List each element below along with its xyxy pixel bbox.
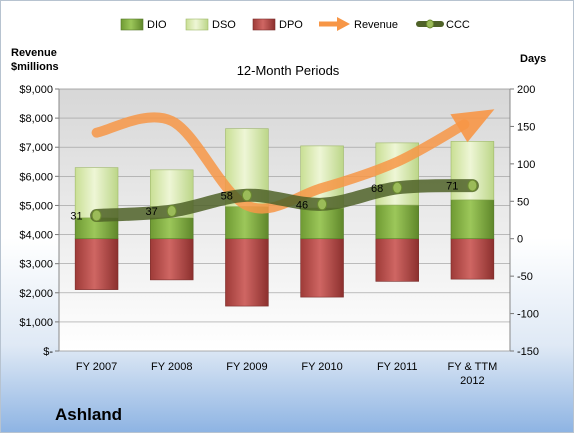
left-axis-label-line2: $millions xyxy=(11,61,59,73)
left-axis-label-line1: Revenue xyxy=(11,47,57,59)
right-axis-label: Days xyxy=(520,53,547,65)
revenue-arrowhead xyxy=(450,109,495,143)
category-label: 2012 xyxy=(460,375,484,387)
bar-dpo xyxy=(450,238,495,280)
chart-title: 12-Month Periods xyxy=(236,63,340,78)
left-tick-label: $6,000 xyxy=(19,171,53,183)
left-tick-label: $2,000 xyxy=(19,288,53,300)
bar-dio xyxy=(150,217,194,240)
right-tick-label: -150 xyxy=(517,346,539,358)
category-label: FY & TTM xyxy=(448,361,498,373)
ccc-data-label: 46 xyxy=(296,199,308,211)
category-label: FY 2008 xyxy=(151,361,192,373)
ccc-point xyxy=(467,179,478,192)
left-tick-label: $4,000 xyxy=(19,230,53,242)
right-tick-label: 100 xyxy=(517,159,535,171)
right-tick-label: -50 xyxy=(517,271,533,283)
ccc-data-label: 58 xyxy=(221,190,233,202)
ccc-data-label: 68 xyxy=(371,183,383,195)
ccc-point xyxy=(241,189,252,202)
legend-label: Revenue xyxy=(354,19,398,31)
ccc-data-label: 31 xyxy=(70,211,82,223)
legend-label: DIO xyxy=(147,19,167,31)
legend-label: DSO xyxy=(212,19,236,31)
legend-label: CCC xyxy=(446,19,470,31)
bar-dpo xyxy=(375,238,419,282)
left-tick-label: $8,000 xyxy=(19,113,53,125)
right-tick-label: 200 xyxy=(517,84,535,96)
bar-dpo xyxy=(74,238,119,290)
bar-dpo xyxy=(225,238,269,307)
ccc-point xyxy=(91,209,102,222)
revenue-line xyxy=(91,112,470,214)
bar-dio xyxy=(450,199,495,240)
legend-swatch xyxy=(185,18,209,31)
category-label: FY 2011 xyxy=(377,361,418,373)
bar-dio xyxy=(375,204,419,240)
left-tick-label: $7,000 xyxy=(19,142,53,154)
ccc-point xyxy=(166,205,177,218)
bar-dpo xyxy=(150,238,194,281)
left-tick-label: $5,000 xyxy=(19,200,53,212)
category-label: FY 2009 xyxy=(226,361,267,373)
bar-dpo xyxy=(300,238,344,298)
left-tick-label: $9,000 xyxy=(19,84,53,96)
ccc-data-label: 37 xyxy=(146,206,158,218)
ccc-point xyxy=(392,181,403,194)
company-name: Ashland xyxy=(55,405,123,424)
right-tick-label: -100 xyxy=(517,309,539,321)
left-tick-label: $3,000 xyxy=(19,259,53,271)
legend-marker xyxy=(426,19,434,29)
category-label: FY 2010 xyxy=(301,361,342,373)
ccc-data-label: 71 xyxy=(446,181,458,193)
left-tick-label: $1,000 xyxy=(19,317,53,329)
right-tick-label: 50 xyxy=(517,196,529,208)
category-label: FY 2007 xyxy=(76,361,117,373)
left-tick-label: $- xyxy=(43,346,53,358)
legend-swatch xyxy=(120,18,144,31)
left-axis-label: Revenue $millions xyxy=(11,46,59,74)
legend-label: DPO xyxy=(279,19,303,31)
bar-dio xyxy=(300,207,344,240)
right-tick-label: 150 xyxy=(517,121,535,133)
legend-swatch xyxy=(252,18,276,31)
ccc-point xyxy=(317,198,328,211)
ccc-line xyxy=(90,179,479,223)
legend-arrowhead xyxy=(337,17,350,31)
right-tick-label: 0 xyxy=(517,234,523,246)
